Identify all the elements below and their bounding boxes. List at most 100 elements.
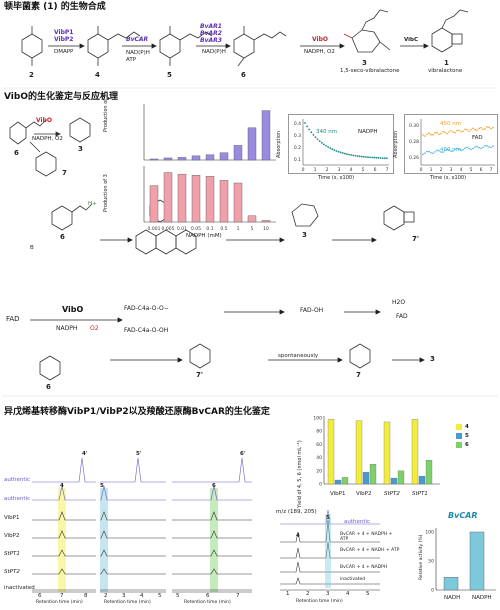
hplc-trace-2-1 <box>172 485 252 501</box>
hplc-trace-2-2 <box>172 511 252 521</box>
bar-xtick-2: 0.01 <box>177 226 187 232</box>
step5-enzyme: VibC <box>404 37 419 43</box>
abs2-point-a-22 <box>466 129 468 131</box>
bar-bottom-3 <box>191 174 201 223</box>
abs2-point-a-6 <box>434 132 436 134</box>
absorption-chart-nadph: 0.4 0.3 0.2 0.1 0 1 2 3 4 5 6 7 <box>288 114 394 174</box>
trace-label-3: VibP2 <box>4 533 20 539</box>
compound-1-name: vibralactone <box>428 68 463 74</box>
ms-trace-2: BvCAR + 4 + NADH + ATP <box>340 548 400 553</box>
abs1-point-36 <box>379 157 382 159</box>
activity-title: BvCAR <box>448 511 478 520</box>
bar-bottom-5 <box>219 180 229 223</box>
abs2-point-a-9 <box>440 132 442 135</box>
bar-top-0 <box>149 158 159 161</box>
abs1-point-11 <box>327 146 329 148</box>
abs1-point-29 <box>365 156 367 158</box>
abs2-point-b-34 <box>490 146 492 149</box>
hplc-trace-0-3 <box>32 530 96 539</box>
act-ytick-0: 0 <box>431 588 434 594</box>
yield-bar-3-1 <box>418 475 426 485</box>
step1-enzyme-a: VibP1 <box>54 29 74 36</box>
yield-ytick-0: 0 <box>319 482 322 488</box>
activity-ylabel: Relative activity (%) <box>419 534 424 580</box>
abs1-point-4 <box>312 133 315 136</box>
yield-ytick-1: 20 <box>316 468 322 474</box>
bar-xtick-5: 0.5 <box>220 226 227 232</box>
act-bar-0 <box>443 577 459 591</box>
abs1-point-37 <box>381 157 384 160</box>
abs2-point-b-21 <box>464 147 466 149</box>
abs2-point-a-7 <box>436 131 438 134</box>
ms-trace-line-3 <box>280 561 380 573</box>
yield-bar-3-2 <box>425 460 433 485</box>
act-bar-1 <box>469 531 485 591</box>
ms-xtick-1: 2 <box>306 591 310 597</box>
abs2-point-a-30 <box>482 128 484 131</box>
abs1-xtick-2: 2 <box>326 167 329 173</box>
hplc-highlight-0 <box>58 488 66 592</box>
section2-title: VibO的生化鉴定与反应机理 <box>4 92 118 102</box>
abs2-point-a-2 <box>426 133 428 136</box>
abs2-point-b-11 <box>444 149 446 152</box>
abs1-point-33 <box>373 156 376 159</box>
abs1-point-23 <box>352 154 355 157</box>
hplc-trace-1-3 <box>100 530 166 539</box>
abs2-point-a-20 <box>462 130 464 133</box>
scheme-enzyme: VibO <box>36 117 52 124</box>
bar-xtick-8: 10 <box>263 226 269 232</box>
act-ytick-2: 100 <box>425 530 434 536</box>
ms-xtick-2: 3 <box>326 591 330 597</box>
abs2-point-a-5 <box>432 134 434 136</box>
abs1-xtick-6: 6 <box>374 167 377 173</box>
hplc-xtick-b0: 2 <box>104 593 108 599</box>
abs1-xtick-4: 4 <box>350 167 353 173</box>
compound-5-structure <box>159 26 213 66</box>
abs2-point-a-31 <box>484 128 486 130</box>
abs2-point-b-18 <box>458 148 460 151</box>
abs2-label1: 450 nm <box>440 121 462 127</box>
ms-trace-3: BvCAR + 4 + NADPH <box>340 565 388 570</box>
hplc-highlight-1 <box>100 488 108 592</box>
hplc-xtick-c1: 6 <box>206 593 210 599</box>
abs2-point-a-26 <box>474 128 476 131</box>
abs2-point-a-3 <box>428 132 430 135</box>
abs2-point-b-13 <box>448 149 450 151</box>
abs2-label2: 460 nm <box>440 147 462 153</box>
abs1-point-20 <box>346 153 348 156</box>
abs2-ytick-2: 0.26 <box>409 155 419 161</box>
yield-cat-0: VibP1 <box>330 491 346 497</box>
mech-int2: FAD-C4a-O-OH <box>124 327 169 334</box>
abs2-point-b-16 <box>454 148 456 151</box>
mech-c3: 3 <box>302 231 307 239</box>
hplc-xtick-a2: 8 <box>84 593 88 599</box>
abs1-xtick-0: 0 <box>302 167 305 173</box>
ms-trace-line-2 <box>280 541 380 559</box>
hplc-xtick-b3: 5 <box>158 593 162 599</box>
abs2-point-b-22 <box>466 146 468 149</box>
hplc-trace-1-1 <box>100 485 166 501</box>
hplc-xtick-b1: 3 <box>122 593 126 599</box>
mech-int4: H2O <box>392 299 406 306</box>
abs2-svg: 0.30 0.28 0.260 1 2 3 4 5 6 7 <box>409 119 495 173</box>
legend-label-5: 5 <box>465 433 469 439</box>
abs1-point-9 <box>323 143 325 146</box>
abs1-point-34 <box>375 156 378 159</box>
abs2-point-a-10 <box>442 130 444 133</box>
abs1-point-15 <box>335 150 338 152</box>
abs2-point-a-32 <box>486 126 488 128</box>
abs1-point-27 <box>360 155 363 158</box>
step2-enzyme: BvCAR <box>126 36 149 43</box>
yield-bar-2-1 <box>390 477 398 485</box>
yield-bar-0-1 <box>334 479 342 485</box>
abs2-xtick-3: 3 <box>450 167 453 173</box>
yield-ytick-4: 80 <box>316 429 322 435</box>
hplc-xtick-b2: 4 <box>140 593 144 599</box>
bar-bottom-1 <box>163 172 173 223</box>
ms-trace-0: authentic <box>344 519 371 525</box>
abs2-point-b-23 <box>468 147 470 150</box>
abs2-point-a-15 <box>452 131 454 133</box>
abs2-point-b-3 <box>428 150 430 153</box>
